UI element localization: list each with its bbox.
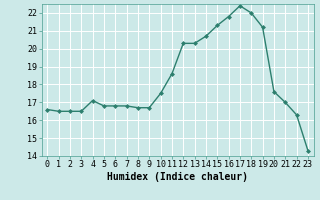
X-axis label: Humidex (Indice chaleur): Humidex (Indice chaleur) [107,172,248,182]
